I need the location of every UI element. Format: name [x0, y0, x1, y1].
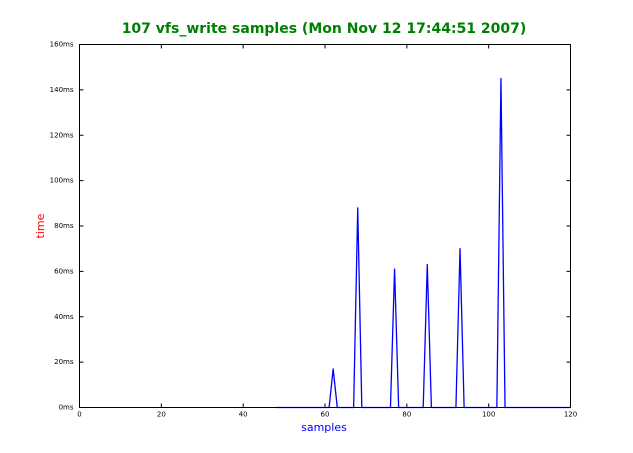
- y-tick-label: 20ms: [54, 358, 74, 366]
- x-tick-label: 40: [239, 411, 248, 419]
- plot-frame: [79, 44, 571, 408]
- y-tick-label: 0ms: [59, 404, 74, 412]
- x-tick-label: 100: [482, 411, 495, 419]
- x-axis-label: samples: [301, 421, 347, 434]
- y-axis-label: time: [34, 213, 47, 238]
- x-tick-label: 80: [402, 411, 411, 419]
- chart-title: 107 vfs_write samples (Mon Nov 12 17:44:…: [122, 21, 527, 37]
- x-tick-label: 60: [321, 411, 330, 419]
- y-tick-label: 100ms: [50, 177, 74, 185]
- y-tick-label: 60ms: [54, 267, 74, 275]
- y-tick-label: 40ms: [54, 313, 74, 321]
- y-tick-label: 120ms: [50, 131, 74, 139]
- x-tick-label: 20: [157, 411, 166, 419]
- y-tick-label: 80ms: [54, 222, 74, 230]
- y-tick-label: 160ms: [50, 41, 74, 49]
- x-tick-label: 0: [77, 411, 81, 419]
- y-tick-label: 140ms: [50, 86, 74, 94]
- x-tick-label: 120: [564, 411, 577, 419]
